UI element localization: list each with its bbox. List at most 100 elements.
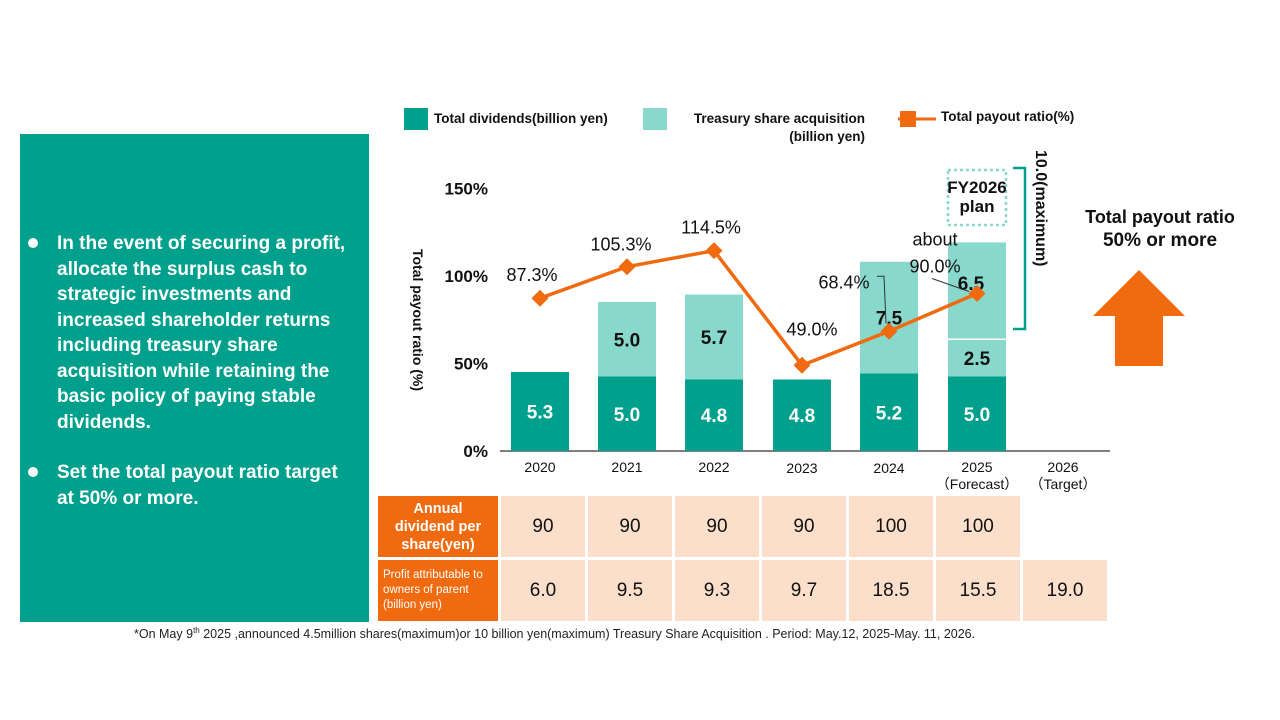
legend-swatch-payout: [898, 111, 936, 127]
x-tick-sublabel: （Forecast）: [936, 476, 1018, 492]
dividend-bar-label: 4.8: [701, 406, 727, 427]
dividend-bar-label: 5.3: [527, 403, 553, 424]
policy-bullet-2: Set the total payout ratio target at 50%…: [28, 460, 359, 511]
payout-label: 87.3%: [506, 265, 557, 285]
table-cell: 18.5: [849, 560, 933, 621]
y-tick-label: 0%: [463, 442, 488, 461]
payout-label: 68.4%: [818, 272, 869, 292]
table-row-profit: Profit attributable to owners of parent …: [378, 560, 1107, 621]
row-header-line: (billion yen): [383, 599, 442, 611]
footnote-part: 2025 ,announced 4.5million shares(maximu…: [199, 627, 976, 642]
dividend-bar-label: 5.0: [964, 405, 990, 426]
legend-swatch-dividends: [404, 108, 428, 130]
dividend-bar: [948, 376, 1006, 451]
x-tick-label: 2025: [961, 459, 992, 475]
payout-line: [539, 248, 978, 368]
dividend-bar: [773, 379, 831, 451]
legend-label-treasury: Treasury share acquisition (billion yen): [680, 110, 865, 146]
payout-label: 49.0%: [786, 319, 837, 339]
dividend-bar-label: 5.0: [614, 405, 640, 426]
payout-label: 90.0%: [909, 257, 960, 277]
table-cell: 6.0: [501, 560, 585, 621]
x-tick-label: 2021: [611, 459, 642, 475]
row-header-line: Profit attributable to: [383, 569, 483, 581]
legend-swatch-treasury: [643, 108, 667, 130]
bullet-dot: [28, 467, 38, 477]
table-cell: 90: [588, 496, 672, 557]
payout-label: 105.3%: [590, 235, 651, 255]
dividend-bar: [685, 379, 743, 451]
policy-bullet-1: In the event of securing a profit, alloc…: [28, 231, 359, 435]
plan-box: [946, 168, 1008, 227]
treasury-bar-label: 7.5: [876, 309, 903, 330]
payout-point: [880, 322, 898, 340]
plan-subtitle: plan: [960, 197, 995, 216]
up-arrow-icon: [1093, 270, 1185, 366]
legend-label-dividends: Total dividends(billion yen): [434, 111, 608, 126]
payout-target-line1: Total payout ratio: [1085, 207, 1235, 227]
dividend-bar: [511, 372, 569, 451]
policy-panel: In the event of securing a profit, alloc…: [20, 134, 369, 622]
table-cell: 90: [762, 496, 846, 557]
y-tick-label: 150%: [445, 180, 488, 199]
x-tick-label: 2026: [1047, 459, 1078, 475]
payout-label: 114.5%: [681, 218, 741, 238]
row-header-line: Annual: [413, 500, 463, 517]
table-cell: 100: [849, 496, 933, 557]
payout-point: [793, 356, 811, 374]
x-tick-label: 2024: [873, 460, 904, 476]
payout-point: [531, 289, 549, 307]
payout-point: [618, 258, 636, 276]
x-tick-label: 2023: [786, 460, 817, 476]
plan-title: FY2026: [947, 178, 1007, 197]
payout-point: [705, 242, 723, 260]
x-tick-label: 2020: [524, 459, 555, 475]
table-cell: 9.7: [762, 560, 846, 621]
legend-label-treasury-line2: (billion yen): [789, 129, 865, 144]
payout-leader: [877, 275, 887, 324]
row-header-line: dividend per: [394, 518, 482, 535]
treasury-bar: [685, 294, 743, 380]
x-tick-label: 2022: [698, 459, 729, 475]
dividend-bar: [598, 376, 656, 451]
y-tick-label: 100%: [445, 267, 488, 286]
dividend-bar-label: 5.2: [876, 403, 902, 424]
footnote-sup: th: [193, 626, 200, 635]
footnote-part: *On May 9: [134, 627, 194, 642]
payout-point: [968, 285, 986, 302]
table-cell: 90: [501, 496, 585, 557]
y-axis-title: Total payout ratio (%): [410, 249, 426, 391]
treasury-bar: [598, 302, 656, 377]
policy-bullet-2-text: Set the total payout ratio target at 50%…: [57, 462, 338, 509]
table-cell-empty: [1023, 496, 1107, 557]
payout-about-label: about: [912, 230, 957, 250]
row-header-profit: Profit attributable to owners of parent …: [378, 560, 498, 621]
max-bracket-label: 10.0(maximum): [1032, 150, 1049, 267]
row-header-dividend-per-share: Annual dividend per share(yen): [378, 496, 498, 557]
footnote: *On May 9th 2025 ,announced 4.5million s…: [134, 626, 975, 641]
payout-leader: [931, 278, 970, 292]
policy-bullet-1-text: In the event of securing a profit, alloc…: [57, 233, 346, 433]
table-cell: 19.0: [1023, 560, 1107, 621]
table-cell: 90: [675, 496, 759, 557]
table-cell: 100: [936, 496, 1020, 557]
treasury-bar-label: 5.7: [701, 328, 727, 349]
table-cell: 9.3: [675, 560, 759, 621]
y-tick-label: 50%: [454, 355, 488, 374]
x-tick-sublabel: （Target）: [1030, 476, 1097, 492]
table-cell: 15.5: [936, 560, 1020, 621]
treasury-bar-label: 2.5: [964, 349, 991, 370]
table-cell: 9.5: [588, 560, 672, 621]
table-row-dividend-per-share: Annual dividend per share(yen) 90 90 90 …: [378, 496, 1107, 557]
legend-label-treasury-line1: Treasury share acquisition: [693, 111, 865, 126]
per-share-table: Annual dividend per share(yen) 90 90 90 …: [375, 493, 1110, 624]
row-header-line: share(yen): [401, 536, 475, 553]
treasury-bar: [948, 339, 1006, 377]
treasury-bar: [860, 261, 918, 374]
dividend-bar-label: 4.8: [789, 406, 815, 427]
max-bracket: [1013, 166, 1027, 331]
legend-label-payout: Total payout ratio(%): [941, 109, 1075, 124]
treasury-bar-label: 5.0: [614, 330, 640, 351]
row-header-line: owners of parent: [383, 584, 469, 596]
